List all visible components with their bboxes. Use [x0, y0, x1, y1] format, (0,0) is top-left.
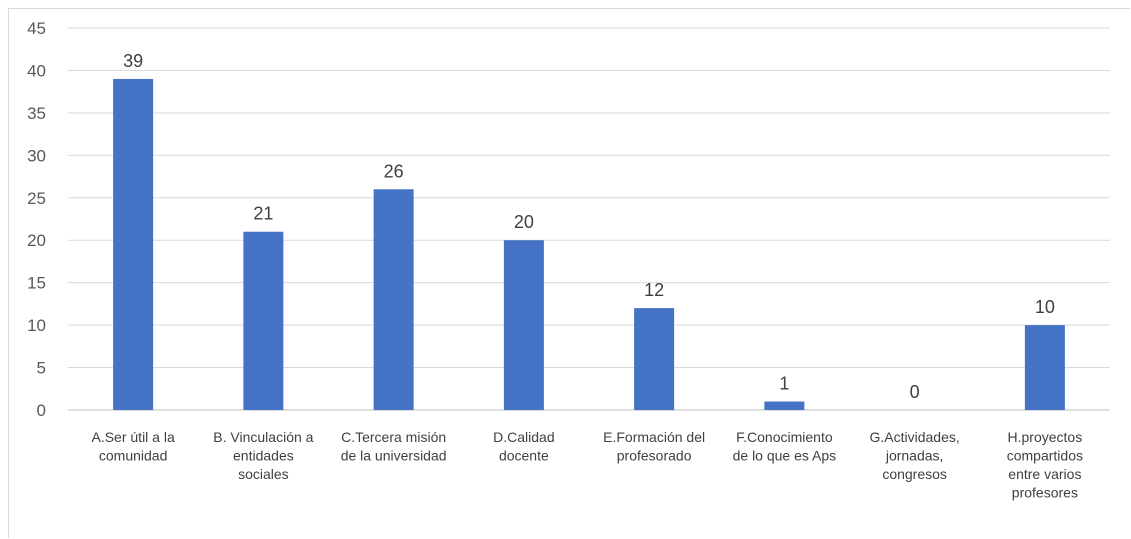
y-tick-label: 25 [27, 189, 46, 208]
category-label-line: compartidos [1007, 448, 1083, 464]
category-label-line: sociales [238, 466, 289, 482]
bar [764, 401, 805, 410]
category-label-line: docente [499, 448, 549, 464]
y-tick-label: 10 [27, 316, 46, 335]
category-label: D.Calidad docente [493, 429, 554, 464]
category-label: H.proyectos compartidos entre varios profes… [1007, 429, 1083, 501]
category-label-line: profesorado [617, 448, 692, 464]
category-label-line: C.Tercera misión [341, 429, 446, 445]
data-label: 10 [1035, 297, 1055, 317]
y-tick-label: 35 [27, 104, 46, 123]
bar [113, 78, 154, 410]
bar [243, 231, 284, 410]
category-label-line: A.Ser útil a la [91, 429, 174, 445]
category-label-line: B. Vinculación a [213, 429, 313, 445]
category-label-line: H.proyectos [1008, 429, 1083, 445]
category-label-line: comunidad [99, 448, 168, 464]
y-tick-label: 45 [27, 19, 46, 38]
category-label: F.Conocimiento de lo que es Aps [733, 429, 837, 464]
category-label-line: profesores [1012, 485, 1078, 501]
category-label: G.Actividades, jornadas, congresos [869, 429, 959, 482]
y-tick-label: 20 [27, 231, 46, 250]
category-label-line: D.Calidad [493, 429, 554, 445]
category-label-line: E.Formación del [603, 429, 705, 445]
data-label: 39 [123, 51, 143, 71]
category-label: A.Ser útil a la comunidad [91, 429, 174, 464]
data-label: 1 [779, 374, 789, 394]
category-label-line: F.Conocimiento [736, 429, 833, 445]
category-label-line: entre varios [1008, 466, 1081, 482]
data-label: 12 [644, 280, 664, 300]
bar [1024, 325, 1065, 410]
bar [503, 240, 544, 410]
bar [634, 308, 675, 410]
category-label-line: entidades [233, 448, 294, 464]
data-label: 0 [910, 382, 920, 402]
y-tick-label: 30 [27, 146, 46, 165]
category-label-line: de la universidad [341, 448, 447, 464]
category-label-line: jornadas, [885, 448, 944, 464]
y-tick-label: 5 [37, 359, 46, 378]
category-label-line: G.Actividades, [869, 429, 959, 445]
data-label: 26 [384, 161, 404, 181]
category-label: E.Formación del profesorado [603, 429, 705, 464]
category-label: B. Vinculación a entidades sociales [213, 429, 313, 482]
y-tick-label: 0 [37, 401, 46, 420]
data-label: 20 [514, 212, 534, 232]
category-label-line: congresos [882, 466, 947, 482]
y-tick-label: 40 [27, 61, 46, 80]
category-label-line: de lo que es Aps [733, 448, 837, 464]
bar [373, 189, 414, 410]
data-label: 21 [253, 204, 273, 224]
chart-frame [8, 8, 1130, 538]
category-label: C.Tercera misión de la universidad [341, 429, 447, 464]
y-tick-label: 15 [27, 274, 46, 293]
